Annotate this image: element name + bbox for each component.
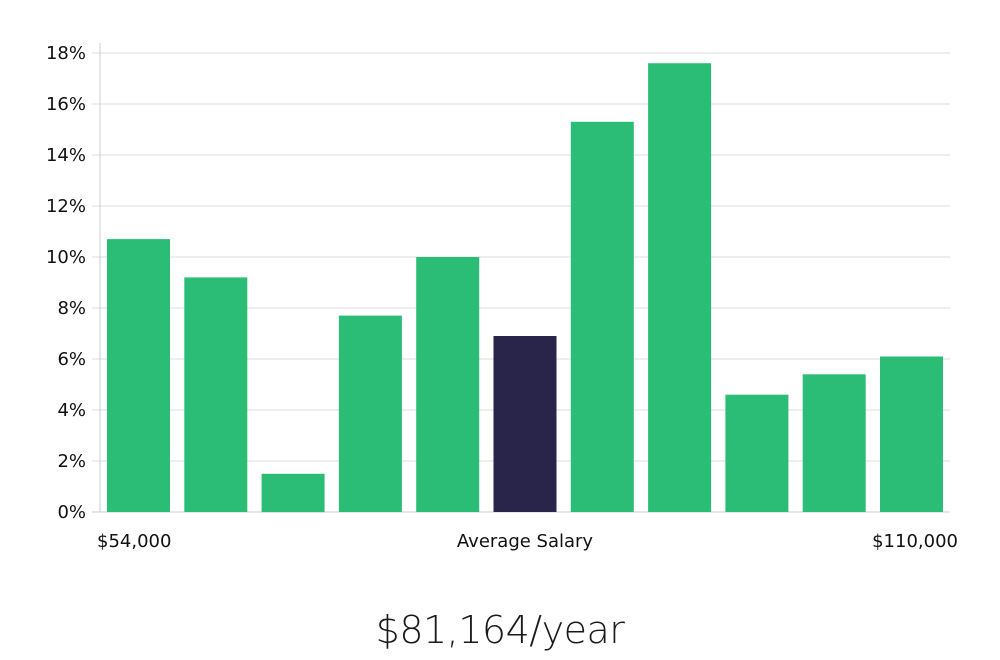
bar: [338, 315, 402, 512]
bar: [725, 394, 789, 512]
bar: [107, 239, 170, 512]
bar: [261, 473, 325, 513]
bar: [802, 374, 866, 512]
y-tick-label: 6%: [57, 349, 86, 370]
average-salary-value: $81,164/year: [375, 608, 625, 652]
x-label-max: $110,000: [872, 531, 958, 552]
y-tick-label: 8%: [57, 298, 86, 319]
bar: [570, 121, 634, 513]
x-label-min: $54,000: [97, 531, 171, 552]
salary-histogram: 0% 2% 4% 6% 8% 10% 12% 14% 16% 18% $54,000 Averag…: [46, 43, 958, 552]
bar: [880, 356, 943, 512]
y-tick-label: 0%: [57, 502, 86, 523]
x-label-center: Average Salary: [457, 531, 594, 552]
bar: [648, 63, 712, 512]
bars: [107, 63, 943, 513]
y-tick-label: 2%: [57, 451, 86, 472]
bar-highlighted: [493, 336, 557, 512]
y-tick-label: 4%: [57, 400, 86, 421]
bar: [416, 257, 480, 512]
y-axis-ticks: 0% 2% 4% 6% 8% 10% 12% 14% 16% 18%: [46, 43, 86, 523]
y-tick-label: 12%: [46, 196, 86, 217]
y-tick-label: 16%: [46, 94, 86, 115]
y-tick-label: 10%: [46, 247, 86, 268]
y-tick-label: 18%: [46, 43, 86, 64]
bar: [184, 277, 248, 512]
y-tick-label: 14%: [46, 145, 86, 166]
